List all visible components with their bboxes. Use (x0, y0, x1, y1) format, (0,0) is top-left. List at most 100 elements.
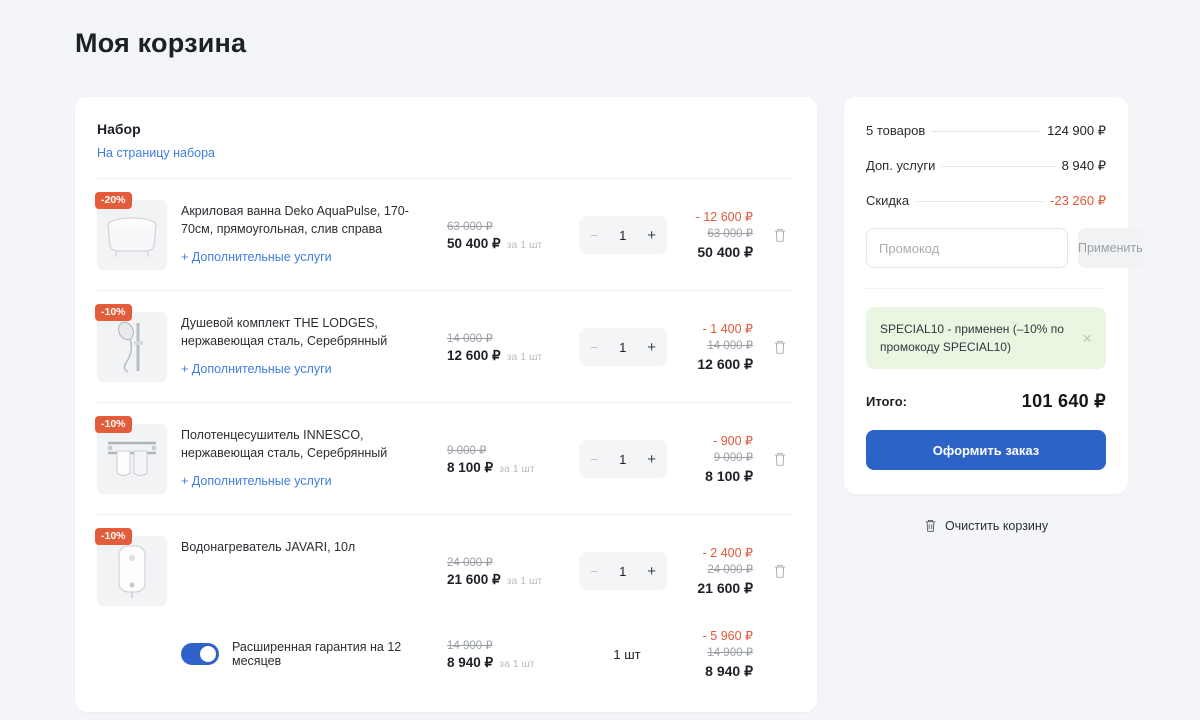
decrease-qty-button[interactable]: − (590, 451, 599, 467)
product-image: -10% (95, 304, 167, 382)
divider (866, 288, 1106, 289)
promo-banner-text: SPECIAL10 - применен (–10% по промокоду … (880, 322, 1064, 354)
cart-item-row: -10% Полотенцесушитель INNESCO, нержавею… (95, 403, 793, 515)
summary-label: 5 товаров (866, 123, 926, 138)
summary-value: -23 260 ₽ (1050, 193, 1106, 208)
quantity-value: 1 (619, 227, 627, 243)
discount-badge: -10% (95, 304, 132, 321)
order-summary-card: 5 товаров 124 900 ₽ Доп. услуги 8 940 ₽ … (844, 97, 1143, 494)
summary-label: Скидка (866, 193, 910, 208)
product-title: Акриловая ванна Deko AquaPulse, 170-70см… (181, 204, 409, 237)
additional-services-link[interactable]: + Дополнительные услуги (181, 250, 332, 265)
water-heater-image (97, 536, 167, 606)
warranty-quantity: 1 шт (613, 646, 641, 662)
clear-cart-label: Очистить корзину (944, 518, 1049, 533)
set-group-header: Набор На страницу набора (97, 121, 793, 179)
warranty-row: Расширенная гарантия на 12 месяцев 14 90… (97, 612, 793, 682)
decrease-qty-button[interactable]: − (590, 339, 599, 355)
set-page-link[interactable]: На страницу набора (97, 146, 215, 160)
total-value: 101 640 ₽ (1021, 391, 1106, 411)
unit-old-price: 63 000 ₽ (447, 220, 493, 233)
quantity-stepper[interactable]: − 1 + (579, 440, 667, 478)
decrease-qty-button[interactable]: − (590, 563, 599, 579)
remove-item-button[interactable] (767, 451, 793, 467)
unit-price: 8 940 ₽ (447, 654, 494, 670)
towel-rail-image (97, 424, 167, 494)
line-discount: - 2 400 ₽ (702, 546, 753, 560)
trash-icon (774, 341, 786, 354)
cart-card: Набор На страницу набора -20% (75, 97, 817, 712)
unit-price: 12 600 ₽ (447, 347, 501, 363)
line-total: 12 600 ₽ (697, 356, 753, 372)
summary-column: 5 товаров 124 900 ₽ Доп. услуги 8 940 ₽ … (844, 97, 1143, 533)
line-old-total: 14 000 ₽ (707, 339, 753, 352)
decrease-qty-button[interactable]: − (590, 227, 599, 243)
quantity-stepper[interactable]: − 1 + (579, 216, 667, 254)
line-discount: - 1 400 ₽ (702, 322, 753, 336)
promo-applied-banner: SPECIAL10 - применен (–10% по промокоду … (866, 307, 1106, 369)
shower-set-illustration (118, 321, 143, 373)
dotted-leader (942, 166, 1055, 167)
product-image: -10% (95, 416, 167, 494)
line-old-total: 24 000 ₽ (707, 563, 753, 576)
apply-promo-button[interactable]: Применить (1078, 228, 1143, 268)
unit-price: 50 400 ₽ (447, 235, 501, 251)
remove-item-button[interactable] (767, 339, 793, 355)
close-icon[interactable]: × (1082, 328, 1092, 348)
quantity-value: 1 (619, 451, 627, 467)
per-unit-label: за 1 шт (499, 462, 535, 475)
towel-rail-illustration (107, 441, 157, 476)
unit-price: 21 600 ₽ (447, 571, 501, 587)
clear-cart-button[interactable]: Очистить корзину (844, 518, 1128, 533)
trash-icon (774, 229, 786, 242)
order-total-row: Итого: 101 640 ₽ (866, 391, 1106, 412)
summary-value: 8 940 ₽ (1061, 158, 1106, 173)
product-title: Полотенцесушитель INNESCO, нержавеющая с… (181, 428, 388, 461)
shower-set-image (97, 312, 167, 382)
per-unit-label: за 1 шт (506, 574, 543, 587)
line-total: 8 100 ₽ (705, 468, 753, 484)
per-unit-label: за 1 шт (506, 350, 543, 363)
cart-item-row: -10% Душевой комплект THE LODGES, нержав… (95, 291, 793, 403)
additional-services-link[interactable]: + Дополнительные услуги (181, 362, 332, 377)
increase-qty-button[interactable]: + (647, 226, 656, 244)
increase-qty-button[interactable]: + (647, 338, 656, 356)
increase-qty-button[interactable]: + (647, 562, 656, 580)
total-label: Итого: (866, 394, 907, 409)
line-old-total: 63 000 ₽ (707, 227, 753, 240)
promo-code-row: Применить (866, 228, 1143, 268)
summary-label: Доп. услуги (866, 158, 936, 173)
warranty-toggle[interactable] (181, 643, 219, 665)
trash-icon (925, 520, 936, 532)
product-title: Душевой комплект THE LODGES, нержавеющая… (181, 316, 388, 349)
additional-services-link[interactable]: + Дополнительные услуги (181, 474, 332, 489)
line-old-total: 9 000 ₽ (713, 451, 753, 464)
per-unit-label: за 1 шт (506, 238, 543, 251)
line-discount: - 5 960 ₽ (702, 629, 753, 643)
cart-item-row: -10% Водонагреватель JAVARI, 10л 24 000 … (95, 515, 793, 612)
product-image: -10% (95, 528, 167, 606)
remove-item-button[interactable] (767, 563, 793, 579)
quantity-stepper[interactable]: − 1 + (579, 328, 667, 366)
dotted-leader (916, 201, 1044, 202)
promo-code-input[interactable] (866, 228, 1068, 268)
summary-row-services: Доп. услуги 8 940 ₽ (866, 158, 1106, 174)
toggle-knob (200, 646, 216, 662)
line-discount: - 900 ₽ (713, 434, 753, 448)
unit-old-price: 14 000 ₽ (447, 332, 493, 345)
checkout-button[interactable]: Оформить заказ (866, 430, 1106, 470)
quantity-stepper[interactable]: − 1 + (579, 552, 667, 590)
bathtub-illustration (107, 217, 157, 258)
unit-price: 8 100 ₽ (447, 459, 494, 475)
summary-row-items: 5 товаров 124 900 ₽ (866, 123, 1106, 139)
line-old-total: 14 900 ₽ (707, 646, 753, 659)
trash-icon (774, 565, 786, 578)
per-unit-label: за 1 шт (499, 657, 535, 670)
remove-item-button[interactable] (767, 227, 793, 243)
line-total: 21 600 ₽ (697, 580, 753, 596)
product-title: Водонагреватель JAVARI, 10л (181, 540, 356, 554)
increase-qty-button[interactable]: + (647, 450, 656, 468)
discount-badge: -10% (95, 528, 132, 545)
quantity-value: 1 (619, 339, 627, 355)
